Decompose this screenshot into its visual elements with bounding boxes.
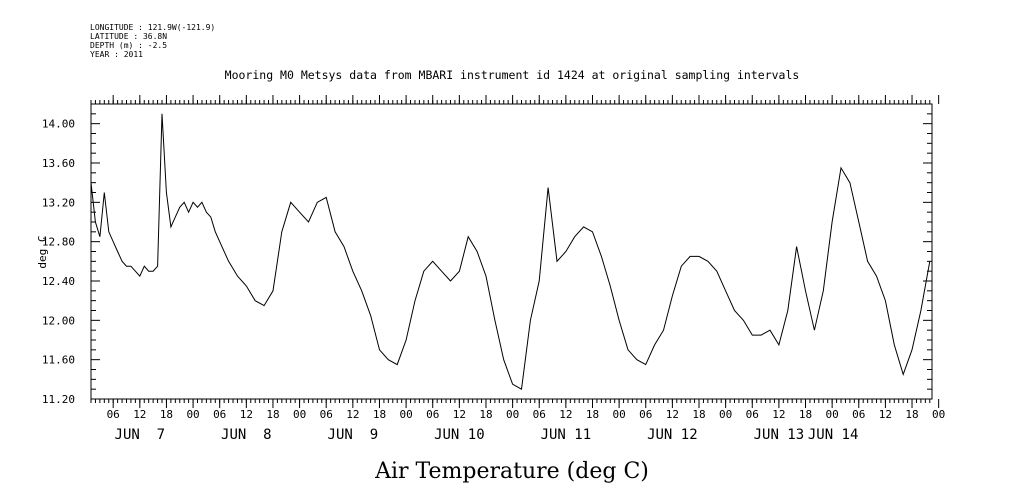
x-tick-label: 00 [186,408,199,421]
x-tick-label: 12 [772,408,785,421]
x-tick-label: 18 [373,408,386,421]
x-tick-label: 18 [160,408,173,421]
x-tick-label: 18 [266,408,279,421]
x-tick-label: 18 [586,408,599,421]
x-day-label: JUN 10 [434,427,485,443]
x-day-label: JUN 7 [115,427,166,443]
x-tick-label: 06 [746,408,759,421]
metadata-line: YEAR : 2011 [90,50,143,59]
x-day-label: JUN 8 [221,427,272,443]
y-axis-label: deg C [36,235,49,268]
x-tick-label: 18 [799,408,812,421]
x-day-label: JUN 11 [541,427,592,443]
x-tick-label: 06 [639,408,652,421]
y-tick-label: 13.60 [42,157,75,170]
series-line-air-temperature [90,113,931,390]
y-tick-label: 12.40 [42,275,75,288]
x-day-label: JUN 9 [328,427,379,443]
x-tick-label: 06 [320,408,333,421]
x-tick-label: 12 [559,408,572,421]
x-tick-label: 18 [692,408,705,421]
x-tick-label: 12 [879,408,892,421]
x-tick-label: 06 [852,408,865,421]
y-tick-label: 13.20 [42,196,75,209]
chart-title: Mooring M0 Metsys data from MBARI instru… [225,68,800,82]
x-day-label: JUN 14 [808,427,859,443]
x-tick-label: 00 [506,408,519,421]
x-tick-label: 12 [666,408,679,421]
y-tick-label: 14.00 [42,118,75,131]
x-tick-label: 00 [932,408,945,421]
x-tick-label: 06 [213,408,226,421]
x-tick-label: 06 [426,408,439,421]
x-tick-label: 12 [240,408,253,421]
plot-frame [90,103,933,400]
x-axis: 06 12 18 00 06 12 18 00 06 12 18 00 06 12 18 00 06 12 18 00… [107,95,945,443]
metadata-line: LATITUDE : 36.8N [90,32,167,41]
x-tick-label: 12 [133,408,146,421]
minor-ticks [90,100,931,403]
x-tick-label: 06 [107,408,120,421]
x-tick-label: 12 [346,408,359,421]
x-tick-label: 00 [293,408,306,421]
x-tick-label: 00 [719,408,732,421]
x-day-label: JUN 12 [647,427,698,443]
x-tick-label: 18 [905,408,918,421]
x-axis-label: Air Temperature (deg C) [374,459,649,484]
x-tick-label: 00 [826,408,839,421]
metadata-line: DEPTH (m) : -2.5 [90,41,167,50]
x-tick-label: 12 [453,408,466,421]
x-day-label: JUN 13 [754,427,805,443]
x-tick-label: 00 [612,408,625,421]
x-tick-label: 06 [533,408,546,421]
y-axis: 11.20 11.60 12.00 12.40 12.80 13.20 13.60 14.00 [42,113,932,406]
x-tick-label: 00 [399,408,412,421]
x-tick-label: 18 [479,408,492,421]
y-tick-label: 12.80 [42,236,75,249]
y-tick-label: 11.60 [42,354,75,367]
metadata-line: LONGITUDE : 121.9W(-121.9) [90,23,215,32]
y-tick-label: 11.20 [42,393,75,406]
location-metadata: LONGITUDE : 121.9W(-121.9)LATITUDE : 36.… [90,23,215,59]
y-tick-label: 12.00 [42,314,75,327]
